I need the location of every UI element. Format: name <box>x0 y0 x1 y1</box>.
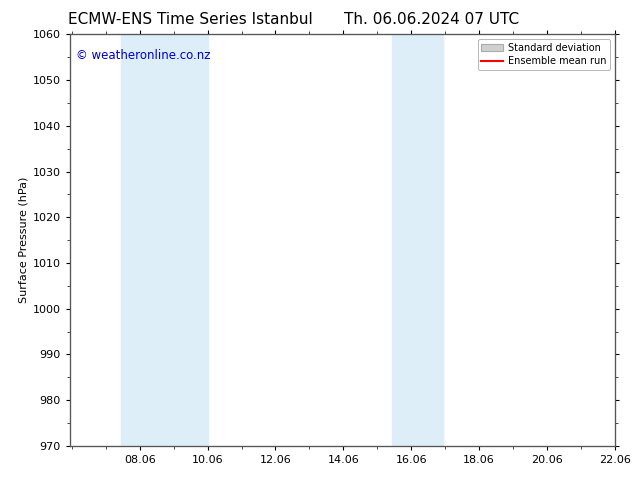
Bar <box>120 34 207 446</box>
Text: Th. 06.06.2024 07 UTC: Th. 06.06.2024 07 UTC <box>344 12 519 27</box>
Text: © weatheronline.co.nz: © weatheronline.co.nz <box>76 49 210 62</box>
Y-axis label: Surface Pressure (hPa): Surface Pressure (hPa) <box>18 177 29 303</box>
Bar <box>392 34 443 446</box>
Text: ECMW-ENS Time Series Istanbul: ECMW-ENS Time Series Istanbul <box>68 12 313 27</box>
Legend: Standard deviation, Ensemble mean run: Standard deviation, Ensemble mean run <box>477 39 610 70</box>
